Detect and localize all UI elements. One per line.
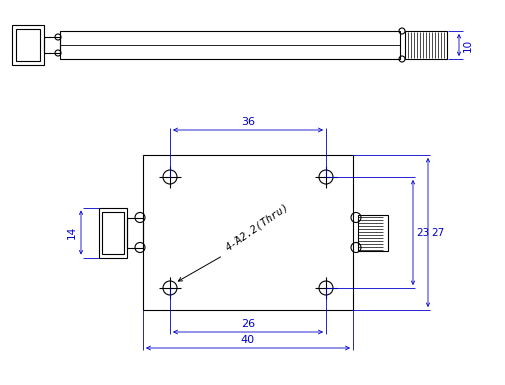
Text: 36: 36 xyxy=(240,117,255,127)
Bar xyxy=(404,31,446,59)
Bar xyxy=(12,25,44,65)
Bar xyxy=(16,29,40,61)
Bar xyxy=(102,211,124,253)
Bar xyxy=(358,214,387,251)
Text: 23: 23 xyxy=(415,228,428,238)
Text: 10: 10 xyxy=(462,38,472,52)
Bar xyxy=(60,31,399,59)
Text: 14: 14 xyxy=(67,226,77,239)
Bar xyxy=(127,218,143,248)
Bar xyxy=(99,208,127,258)
Bar xyxy=(44,37,60,53)
Text: 4-Ά2.2(Thru): 4-Ά2.2(Thru) xyxy=(224,202,291,253)
Bar xyxy=(143,155,352,310)
Text: 40: 40 xyxy=(240,335,255,345)
Text: 26: 26 xyxy=(240,319,255,329)
Text: 27: 27 xyxy=(430,228,443,238)
